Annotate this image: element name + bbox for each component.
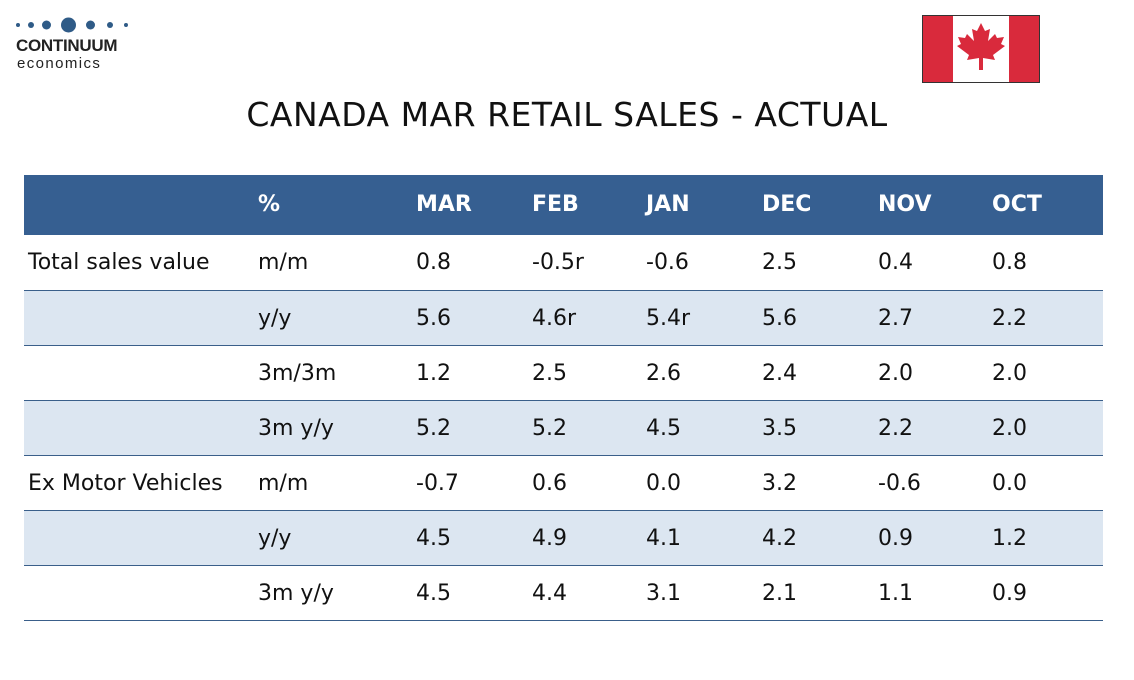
table-row: 3m y/y 5.2 5.2 4.5 3.5 2.2 2.0: [24, 401, 1103, 456]
canada-flag-icon: [922, 15, 1040, 83]
cell-mar: 4.5: [416, 581, 451, 606]
row-measure: 3m y/y: [258, 581, 334, 606]
cell-jan: 2.6: [646, 361, 681, 386]
cell-nov: 2.2: [878, 416, 913, 441]
cell-dec: 3.5: [762, 416, 797, 441]
header-jan: JAN: [646, 192, 690, 217]
cell-mar: 5.2: [416, 416, 451, 441]
cell-nov: 1.1: [878, 581, 913, 606]
table-row: Total sales value m/m 0.8 -0.5r -0.6 2.5…: [24, 235, 1103, 291]
cell-dec: 4.2: [762, 526, 797, 551]
cell-nov: 2.0: [878, 361, 913, 386]
cell-jan: 5.4r: [646, 306, 691, 331]
row-measure: y/y: [258, 526, 292, 551]
cell-mar: 4.5: [416, 526, 451, 551]
table-header: % MAR FEB JAN DEC NOV OCT: [24, 175, 1103, 235]
row-measure: 3m/3m: [258, 361, 337, 386]
cell-mar: 0.8: [416, 250, 451, 275]
cell-mar: 5.6: [416, 306, 451, 331]
cell-dec: 2.4: [762, 361, 797, 386]
cell-feb: 0.6: [532, 471, 567, 496]
cell-jan: -0.6: [646, 250, 689, 275]
cell-oct: 2.2: [992, 306, 1027, 331]
cell-dec: 5.6: [762, 306, 797, 331]
cell-oct: 0.9: [992, 581, 1027, 606]
cell-oct: 0.0: [992, 471, 1027, 496]
cell-nov: 2.7: [878, 306, 913, 331]
continuum-logo: CONTINUUM economics: [16, 14, 146, 72]
logo-dots-icon: [16, 14, 146, 36]
row-label: Ex Motor Vehicles: [28, 471, 223, 496]
cell-oct: 0.8: [992, 250, 1027, 275]
cell-dec: 3.2: [762, 471, 797, 496]
header-nov: NOV: [878, 192, 932, 217]
header-oct: OCT: [992, 192, 1042, 217]
table-row: y/y 4.5 4.9 4.1 4.2 0.9 1.2: [24, 511, 1103, 566]
cell-feb: -0.5r: [532, 250, 584, 275]
header-dec: DEC: [762, 192, 812, 217]
row-measure: m/m: [258, 471, 309, 496]
logo-line1: CONTINUUM: [16, 36, 118, 55]
header-mar: MAR: [416, 192, 472, 217]
header-feb: FEB: [532, 192, 579, 217]
cell-feb: 5.2: [532, 416, 567, 441]
table-row: 3m y/y 4.5 4.4 3.1 2.1 1.1 0.9: [24, 566, 1103, 621]
cell-jan: 3.1: [646, 581, 681, 606]
cell-oct: 2.0: [992, 361, 1027, 386]
cell-feb: 4.4: [532, 581, 567, 606]
cell-feb: 4.6r: [532, 306, 577, 331]
cell-dec: 2.5: [762, 250, 797, 275]
cell-nov: -0.6: [878, 471, 921, 496]
row-measure: 3m y/y: [258, 416, 334, 441]
table-row: 3m/3m 1.2 2.5 2.6 2.4 2.0 2.0: [24, 346, 1103, 401]
cell-oct: 1.2: [992, 526, 1027, 551]
cell-feb: 2.5: [532, 361, 567, 386]
cell-mar: -0.7: [416, 471, 459, 496]
row-measure: m/m: [258, 250, 309, 275]
cell-jan: 4.1: [646, 526, 681, 551]
cell-feb: 4.9: [532, 526, 567, 551]
cell-nov: 0.9: [878, 526, 913, 551]
header-unit: %: [258, 192, 281, 217]
row-measure: y/y: [258, 306, 292, 331]
cell-jan: 0.0: [646, 471, 681, 496]
cell-dec: 2.1: [762, 581, 797, 606]
table-row: Ex Motor Vehicles m/m -0.7 0.6 0.0 3.2 -…: [24, 456, 1103, 511]
cell-oct: 2.0: [992, 416, 1027, 441]
cell-jan: 4.5: [646, 416, 681, 441]
row-label: Total sales value: [28, 250, 210, 275]
retail-sales-table: % MAR FEB JAN DEC NOV OCT Total sales va…: [24, 175, 1103, 621]
cell-nov: 0.4: [878, 250, 913, 275]
cell-mar: 1.2: [416, 361, 451, 386]
table-row: y/y 5.6 4.6r 5.4r 5.6 2.7 2.2: [24, 291, 1103, 346]
page-title: CANADA MAR RETAIL SALES - ACTUAL: [246, 95, 888, 134]
logo-line2: economics: [17, 55, 102, 72]
